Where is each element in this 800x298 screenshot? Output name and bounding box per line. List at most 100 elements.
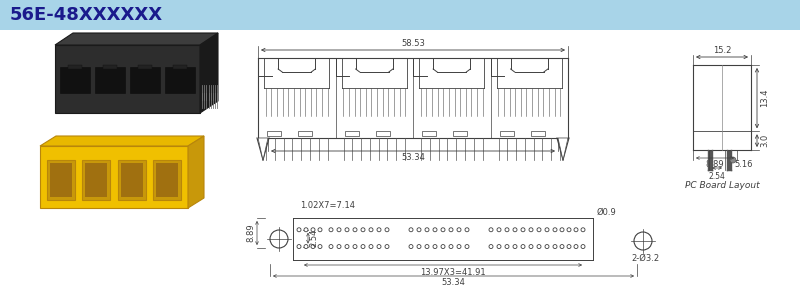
Circle shape	[537, 245, 541, 249]
Text: 3.0: 3.0	[760, 134, 769, 147]
Circle shape	[409, 228, 413, 232]
FancyBboxPatch shape	[0, 0, 800, 30]
Circle shape	[425, 228, 429, 232]
FancyBboxPatch shape	[173, 65, 187, 69]
Circle shape	[377, 228, 381, 232]
Circle shape	[270, 230, 288, 248]
FancyBboxPatch shape	[376, 131, 390, 136]
FancyBboxPatch shape	[47, 160, 75, 200]
Circle shape	[449, 245, 453, 249]
FancyBboxPatch shape	[156, 163, 178, 197]
Circle shape	[297, 245, 301, 249]
Circle shape	[574, 245, 578, 249]
FancyBboxPatch shape	[40, 146, 188, 208]
Circle shape	[361, 228, 365, 232]
Polygon shape	[558, 138, 568, 160]
Circle shape	[353, 228, 357, 232]
Circle shape	[634, 232, 652, 250]
FancyBboxPatch shape	[454, 131, 467, 136]
FancyBboxPatch shape	[422, 131, 436, 136]
FancyBboxPatch shape	[55, 45, 200, 113]
FancyBboxPatch shape	[345, 131, 358, 136]
Circle shape	[385, 245, 389, 249]
Circle shape	[425, 245, 429, 249]
Text: 2.54: 2.54	[709, 172, 726, 181]
FancyBboxPatch shape	[118, 160, 146, 200]
Polygon shape	[40, 136, 204, 146]
Text: 2.54: 2.54	[309, 229, 318, 247]
Circle shape	[417, 228, 421, 232]
Circle shape	[545, 245, 549, 249]
Circle shape	[545, 228, 549, 232]
Circle shape	[361, 245, 365, 249]
Circle shape	[560, 245, 564, 249]
Circle shape	[553, 245, 557, 249]
Text: 8.89: 8.89	[246, 224, 255, 242]
Text: 5.16: 5.16	[734, 160, 754, 169]
Circle shape	[311, 245, 315, 249]
Circle shape	[304, 245, 308, 249]
Circle shape	[385, 228, 389, 232]
FancyBboxPatch shape	[267, 131, 282, 136]
FancyBboxPatch shape	[60, 67, 90, 93]
Circle shape	[457, 245, 461, 249]
Circle shape	[353, 245, 357, 249]
Polygon shape	[55, 33, 218, 45]
FancyBboxPatch shape	[727, 150, 731, 170]
Circle shape	[441, 245, 445, 249]
FancyBboxPatch shape	[121, 163, 142, 197]
Circle shape	[345, 228, 349, 232]
Circle shape	[505, 228, 509, 232]
Circle shape	[497, 228, 501, 232]
Text: 58.53: 58.53	[401, 39, 425, 48]
Text: 13.97X3=41.91: 13.97X3=41.91	[420, 268, 486, 277]
Circle shape	[567, 228, 571, 232]
FancyBboxPatch shape	[531, 131, 545, 136]
Circle shape	[529, 245, 533, 249]
FancyBboxPatch shape	[95, 67, 125, 93]
Text: 1.02X7=7.14: 1.02X7=7.14	[301, 201, 355, 210]
Circle shape	[537, 228, 541, 232]
Text: 15.2: 15.2	[713, 46, 731, 55]
Circle shape	[560, 228, 564, 232]
Circle shape	[337, 228, 341, 232]
Circle shape	[489, 228, 493, 232]
Circle shape	[377, 245, 381, 249]
Circle shape	[465, 228, 469, 232]
Text: 56E-48XXXXXX: 56E-48XXXXXX	[10, 6, 163, 24]
Circle shape	[513, 228, 517, 232]
Text: 53.34: 53.34	[442, 278, 466, 287]
Circle shape	[730, 157, 736, 163]
Circle shape	[433, 228, 437, 232]
FancyBboxPatch shape	[82, 160, 110, 200]
Circle shape	[337, 245, 341, 249]
FancyBboxPatch shape	[0, 30, 800, 298]
FancyBboxPatch shape	[103, 65, 117, 69]
Polygon shape	[258, 138, 268, 160]
FancyBboxPatch shape	[50, 163, 72, 197]
Circle shape	[553, 228, 557, 232]
Text: 13.4: 13.4	[760, 89, 769, 107]
Circle shape	[465, 245, 469, 249]
Circle shape	[369, 245, 373, 249]
Circle shape	[433, 245, 437, 249]
Circle shape	[497, 245, 501, 249]
Circle shape	[441, 228, 445, 232]
FancyBboxPatch shape	[709, 150, 712, 170]
Circle shape	[529, 228, 533, 232]
Circle shape	[581, 228, 585, 232]
Text: 53.34: 53.34	[401, 153, 425, 162]
Circle shape	[489, 245, 493, 249]
Circle shape	[304, 228, 308, 232]
FancyBboxPatch shape	[68, 65, 82, 69]
Circle shape	[521, 245, 525, 249]
Circle shape	[329, 245, 333, 249]
Circle shape	[581, 245, 585, 249]
Circle shape	[449, 228, 453, 232]
Circle shape	[318, 245, 322, 249]
Circle shape	[329, 228, 333, 232]
Circle shape	[417, 245, 421, 249]
Circle shape	[409, 245, 413, 249]
Circle shape	[311, 228, 315, 232]
Circle shape	[457, 228, 461, 232]
